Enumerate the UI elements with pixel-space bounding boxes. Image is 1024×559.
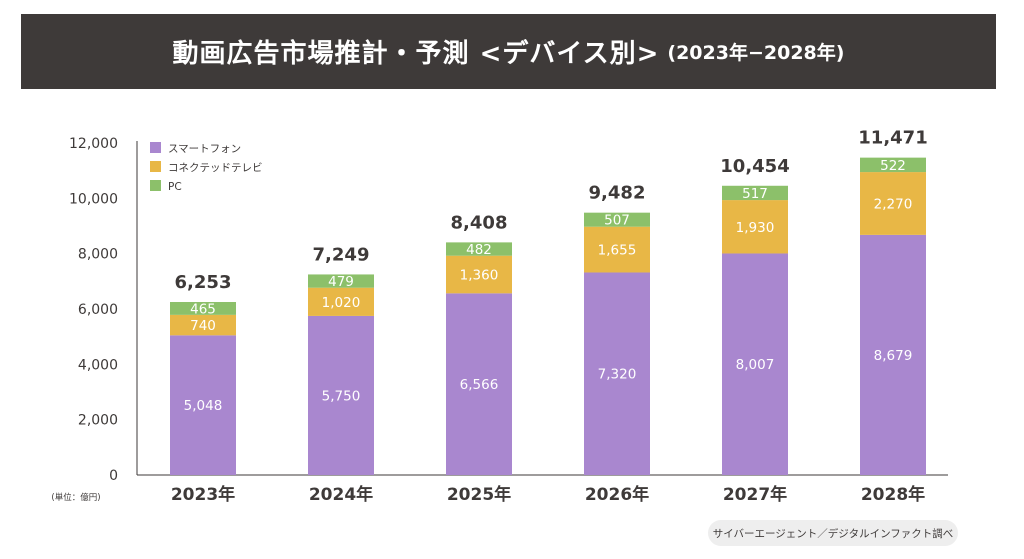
x-tick-label: 2028年 — [861, 484, 925, 505]
y-tick-label: 10,000 — [69, 191, 118, 207]
legend-swatch — [150, 180, 161, 191]
y-tick-label: 6,000 — [78, 302, 118, 318]
legend-swatch — [150, 142, 161, 153]
bar-value-label: 479 — [328, 274, 354, 290]
chart-subtitle: (2023年−2028年) — [667, 42, 845, 64]
unit-label: (単位：億円) — [51, 492, 100, 503]
bar-value-label: 740 — [190, 318, 216, 334]
chart-title: 動画広告市場推計・予測 <デバイス別> — [172, 39, 660, 69]
bar-segment — [308, 287, 374, 316]
bar-value-label: 482 — [466, 242, 492, 258]
total-label: 10,454 — [720, 156, 789, 177]
bar-value-label: 8,007 — [736, 357, 775, 373]
bar-segment — [722, 185, 788, 201]
bar-segment — [170, 335, 236, 475]
bar-segment — [584, 226, 650, 273]
total-label: 6,253 — [175, 272, 232, 293]
bar-value-label: 5,750 — [322, 388, 361, 404]
y-tick-label: 2,000 — [78, 413, 118, 429]
legend-label: スマートフォン — [168, 143, 241, 155]
bar-value-label: 1,930 — [736, 220, 775, 236]
bar-value-label: 1,360 — [460, 268, 499, 284]
source-text: サイバーエージェント／デジタルインファクト調べ — [712, 527, 954, 540]
total-label: 11,471 — [858, 128, 927, 149]
bar-segment — [446, 255, 512, 294]
y-tick-label: 4,000 — [78, 357, 118, 373]
bar-segment — [722, 253, 788, 475]
bar-segment — [308, 274, 374, 288]
bar-segment — [308, 315, 374, 475]
source-note: サイバーエージェント／デジタルインファクト調べ — [708, 520, 958, 546]
bar-value-label: 2,270 — [874, 196, 913, 212]
legend-label: コネクテッドテレビ — [168, 162, 263, 174]
x-tick-label: 2024年 — [309, 484, 373, 505]
bar-value-label: 522 — [880, 158, 906, 174]
bar-value-label: 6,566 — [460, 377, 499, 393]
bar-value-label: 507 — [604, 213, 630, 229]
total-label: 7,249 — [313, 244, 370, 265]
x-tick-label: 2027年 — [723, 484, 787, 505]
x-tick-label: 2023年 — [171, 484, 235, 505]
bar-segment — [860, 157, 926, 173]
bar-segment — [170, 302, 236, 315]
legend-label: PC — [168, 181, 182, 193]
bar-segment — [446, 293, 512, 475]
bar-value-label: 1,655 — [598, 243, 637, 259]
bar-value-label: 465 — [190, 301, 216, 317]
bar-segment — [722, 200, 788, 254]
bar-value-label: 8,679 — [874, 348, 913, 364]
bar-segment — [584, 272, 650, 475]
total-label: 9,482 — [589, 183, 646, 204]
bar-segment — [860, 172, 926, 235]
bar-segment — [584, 212, 650, 227]
y-tick-label: 0 — [109, 468, 118, 484]
title-bar: 動画広告市場推計・予測 <デバイス別> (2023年−2028年) — [21, 14, 996, 89]
x-tick-label: 2026年 — [585, 484, 649, 505]
x-tick-label: 2025年 — [447, 484, 511, 505]
bar-segment — [446, 242, 512, 256]
y-tick-label: 12,000 — [69, 136, 118, 152]
bar-value-label: 7,320 — [598, 367, 637, 383]
bar-segment — [860, 234, 926, 475]
y-tick-label: 8,000 — [78, 247, 118, 263]
bar-value-label: 517 — [742, 186, 768, 202]
total-label: 8,408 — [451, 212, 508, 233]
legend-swatch — [150, 161, 161, 172]
bar-segment — [170, 314, 236, 336]
bar-value-label: 5,048 — [184, 398, 223, 414]
bar-value-label: 1,020 — [322, 295, 361, 311]
